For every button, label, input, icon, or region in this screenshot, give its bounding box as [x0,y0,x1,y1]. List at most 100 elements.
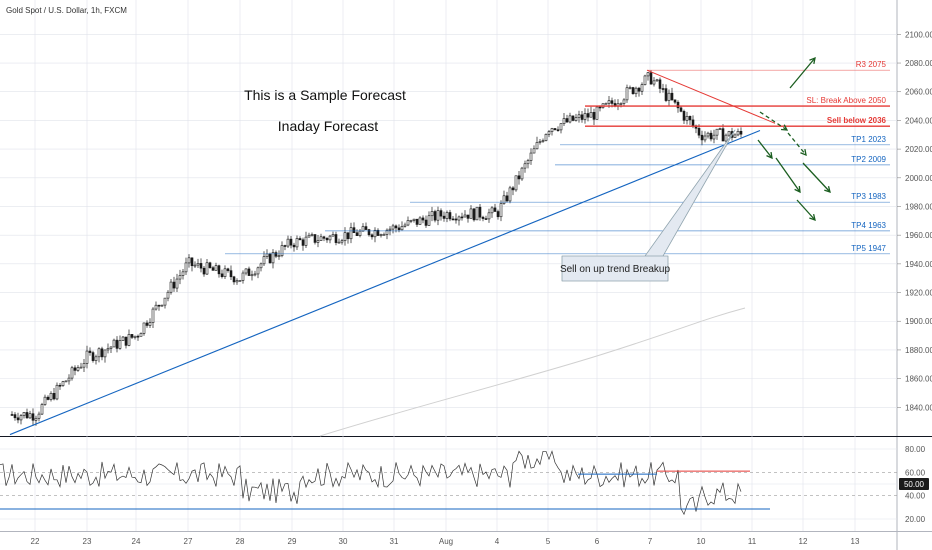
forecast-arrow-head [809,214,816,222]
candle-bear [739,131,743,135]
candle-bear [232,276,236,283]
price-tick-label: 1840.00 [905,403,932,412]
candle-bear [442,215,446,219]
candle-bull [628,87,632,89]
candle-bull [718,128,722,130]
callout-text: Sell on up trend Breakup [560,264,671,275]
candle-bull [595,106,599,120]
candle-bull [19,415,23,421]
level-label: TP2 2009 [851,155,886,164]
candle-bear [145,322,149,326]
candle-bull [280,245,284,257]
candle-bull [64,380,68,383]
candle-bull [526,160,530,165]
candle-bear [700,134,704,141]
candle-bear [478,206,482,218]
candle-bear [631,87,635,95]
candle-bull [139,333,143,337]
candle-bull [406,220,410,226]
candle-bull [295,238,299,248]
candle-bull [604,102,608,105]
candle-bull [427,215,431,226]
candle-bear [598,106,602,109]
candle-bear [355,232,359,236]
candle-bear [289,238,293,246]
candle-bull [385,229,389,235]
candle-bull [508,187,512,202]
candle-bull [214,265,218,271]
candle-bull [589,112,593,118]
candle-bull [133,335,137,338]
candle-bull [418,217,422,225]
forecast-arrow-line [787,132,807,156]
forecast-arrow-line [775,157,801,193]
candle-bear [679,107,683,112]
price-tick-label: 1900.00 [905,317,932,326]
time-tick-label: 23 [83,537,92,546]
candle-bear [511,187,515,191]
time-tick-label: 13 [851,537,860,546]
level-label: TP5 1947 [851,244,886,253]
candle-bull [463,214,467,218]
candle-bear [220,273,224,277]
candle-bull [67,377,71,382]
forecast-arrow-line [759,111,788,131]
candle-bear [484,218,488,220]
candle-bull [205,262,209,275]
candle-bear [460,216,464,219]
price-tick-label: 2020.00 [905,145,932,154]
candle-bull [685,116,689,121]
candle-bull [277,255,281,258]
forecast-arrow-head [794,185,801,194]
candle-bull [400,226,404,231]
candle-bull [178,275,182,280]
candle-bull [502,195,506,204]
moving-average-line [319,307,746,437]
candle-bear [325,238,329,241]
time-tick-label: Aug [439,537,453,546]
candle-bear [571,115,575,121]
candle-bull [655,79,659,82]
candle-bull [727,131,731,136]
candle-bull [103,349,107,358]
rsi-tick-label: 80.00 [905,445,926,454]
candle-bear [493,207,497,212]
candle-bull [223,268,227,277]
time-tick-label: 4 [495,537,500,546]
candle-bear [199,263,203,269]
candle-bear [298,238,302,241]
candle-bear [13,414,17,419]
price-tick-label: 1980.00 [905,202,932,211]
candle-bull [640,84,644,92]
symbol-title: Gold Spot / U.S. Dollar, 1h, FXCM [6,6,127,15]
candle-bear [31,413,35,421]
candle-bull [319,236,323,241]
rsi-tick-label: 20.00 [905,515,926,524]
candle-bear [10,414,14,416]
candle-bull [193,264,197,267]
level-label: SL: Break Above 2050 [806,96,886,105]
candle-bull [253,273,257,276]
candle-bull [154,304,158,310]
candle-bear [157,304,161,307]
candle-bear [481,216,485,219]
candle-bull [544,133,548,141]
candle-bear [415,218,419,225]
forecast-arrow-head [800,148,807,157]
candle-bull [94,356,98,361]
candles-group [10,70,743,426]
candle-bull [310,234,314,236]
candle-bear [394,225,398,229]
candle-bear [292,244,296,248]
candle-bear [124,336,128,346]
candle-bull [520,167,524,180]
candle-bear [301,239,305,246]
level-label: TP3 1983 [851,192,886,201]
candle-bull [652,80,656,85]
candle-bull [499,203,503,218]
moving-average-path [319,307,746,437]
time-tick-label: 7 [648,537,653,546]
candle-bear [130,334,134,338]
candle-bull [736,131,740,136]
